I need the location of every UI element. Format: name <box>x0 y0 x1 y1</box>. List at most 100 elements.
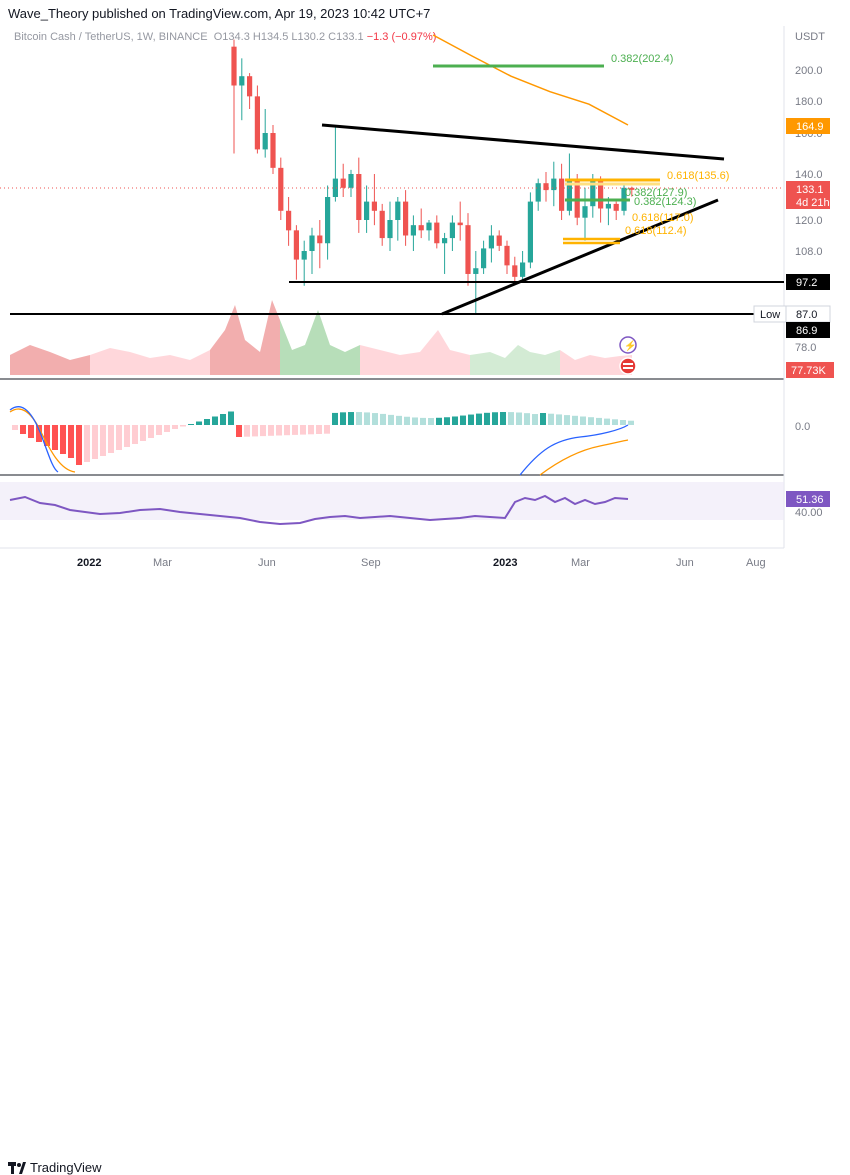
macd-histogram-bar <box>340 412 346 425</box>
candle-body[interactable] <box>543 183 549 191</box>
candle-body[interactable] <box>231 46 237 86</box>
macd-histogram-bar <box>204 419 210 425</box>
support-value-86: 86.9 <box>796 325 817 337</box>
high-value: 134.5 <box>260 31 289 43</box>
bar-countdown: 4d 21h <box>796 197 830 209</box>
candle-body[interactable] <box>574 178 580 218</box>
moving-average-line <box>432 34 629 126</box>
macd-histogram-bar <box>164 425 170 432</box>
close-value: 133.1 <box>336 31 364 43</box>
macd-histogram-bar <box>364 412 370 425</box>
macd-histogram-bar <box>540 413 546 425</box>
rsi-line <box>9 494 629 526</box>
macd-histogram-bar <box>260 425 266 437</box>
macd-histogram-bar <box>428 417 434 425</box>
candle-body[interactable] <box>387 220 393 239</box>
fib-label-124: 0.382(124.3) <box>634 196 696 208</box>
candle-body[interactable] <box>598 178 604 209</box>
candle-body[interactable] <box>566 178 572 211</box>
candle-body[interactable] <box>512 265 518 277</box>
candle-body[interactable] <box>410 225 416 236</box>
lightning-icon[interactable] <box>619 336 637 354</box>
candle-body[interactable] <box>442 238 448 244</box>
candle-body[interactable] <box>317 235 323 244</box>
close-label: C <box>328 31 337 43</box>
candle-body[interactable] <box>325 197 331 244</box>
macd-histogram-bar <box>276 425 282 436</box>
flag-icon[interactable] <box>619 357 637 375</box>
axis-tick-140: 140.0 <box>795 169 823 181</box>
rsi-value-badge <box>786 491 830 507</box>
symbol-legend: Bitcoin Cash / TetherUS, 1W, BINANCE O13… <box>14 31 436 43</box>
macd-histogram-bar <box>220 414 226 425</box>
macd-histogram-bar <box>60 425 66 454</box>
macd-histogram-bar <box>156 425 162 435</box>
candle-body[interactable] <box>293 230 299 260</box>
chart-canvas[interactable]: 0.382(202.4) 0.618(135.6) 0.382(127.9) 0… <box>0 0 850 578</box>
macd-histogram-bar <box>116 425 122 450</box>
candle-body[interactable] <box>605 203 611 209</box>
candle-body[interactable] <box>309 235 315 252</box>
volume-badge <box>786 362 834 378</box>
macd-histogram-bar <box>604 418 610 425</box>
fib-label-202: 0.382(202.4) <box>611 53 673 65</box>
lightning-glyph: ⚡ <box>624 339 636 352</box>
candle-body[interactable] <box>371 201 377 211</box>
macd-histogram-bar <box>532 414 538 425</box>
macd-histogram-bar <box>28 425 34 438</box>
macd-histogram-bar <box>620 420 626 425</box>
candle-body[interactable] <box>481 248 487 269</box>
axis-tick-120: 120.0 <box>795 215 823 227</box>
macd-histogram-bar <box>356 412 362 425</box>
macd-histogram-bar <box>308 425 314 435</box>
candle-body[interactable] <box>473 268 479 274</box>
candle-body[interactable] <box>449 222 455 239</box>
candle-body[interactable] <box>582 206 588 218</box>
candle-body[interactable] <box>629 187 635 190</box>
candle-body[interactable] <box>395 201 401 220</box>
candle-body[interactable] <box>504 245 510 266</box>
candle-body[interactable] <box>590 178 596 207</box>
candle-body[interactable] <box>270 133 276 168</box>
triangle-upper-trendline <box>321 123 725 161</box>
candle-body[interactable] <box>457 222 463 226</box>
candle-body[interactable] <box>403 201 409 236</box>
candle-body[interactable] <box>247 76 253 97</box>
candle-body[interactable] <box>527 201 533 263</box>
candle-body[interactable] <box>356 174 362 220</box>
candle-body[interactable] <box>551 178 557 191</box>
candle-body[interactable] <box>379 210 385 239</box>
candle-body[interactable] <box>434 222 440 244</box>
time-label-2023: 2023 <box>493 557 517 569</box>
candle-body[interactable] <box>262 133 268 150</box>
candle-body[interactable] <box>535 183 541 202</box>
ma-price-value: 164.9 <box>796 121 824 133</box>
candle-body[interactable] <box>559 178 565 211</box>
macd-histogram-bar <box>444 417 450 425</box>
macd-histogram-bar <box>476 413 482 425</box>
candle-body[interactable] <box>332 178 338 197</box>
candle-body[interactable] <box>364 201 370 220</box>
candle-body[interactable] <box>348 174 354 188</box>
candle-body[interactable] <box>278 167 284 211</box>
candle-body[interactable] <box>426 222 432 231</box>
macd-signal-line <box>9 408 76 473</box>
last-price-value: 133.1 <box>796 184 824 196</box>
brand[interactable]: TradingView <box>8 1160 102 1175</box>
candle-body[interactable] <box>418 225 424 231</box>
candle-body[interactable] <box>301 251 307 260</box>
candle-body[interactable] <box>613 203 619 211</box>
candle-body[interactable] <box>239 76 245 86</box>
change-value: −1.3 (−0.97%) <box>366 31 437 43</box>
candle-body[interactable] <box>254 96 260 150</box>
candle-body[interactable] <box>496 235 502 246</box>
candle-body[interactable] <box>488 235 494 249</box>
support-badge-86 <box>786 322 830 338</box>
candle-body[interactable] <box>465 225 471 274</box>
candle-body[interactable] <box>340 178 346 188</box>
candle-body[interactable] <box>520 262 526 277</box>
macd-histogram-bar <box>388 414 394 425</box>
candle-body[interactable] <box>286 210 292 231</box>
flag-stripe <box>623 367 633 369</box>
macd-histogram-bar <box>516 412 522 425</box>
